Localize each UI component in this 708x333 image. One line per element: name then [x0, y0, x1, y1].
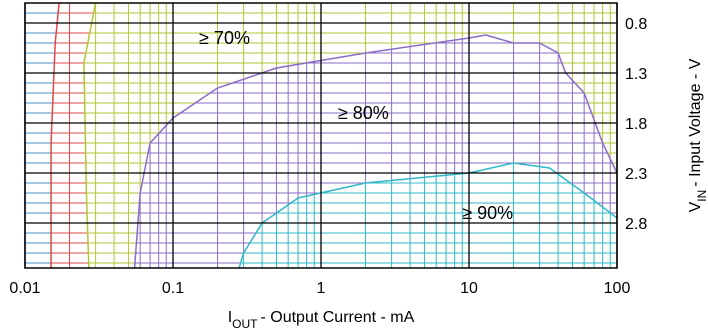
- label-rest: - Output Current - mA: [260, 309, 414, 326]
- x-tick-label: 10: [460, 280, 478, 297]
- region: [239, 163, 617, 268]
- x-tick-label: 1: [317, 280, 326, 297]
- contour-line: [83, 2, 97, 269]
- y-tick-label: 1.3: [625, 66, 647, 83]
- y-tick-label: 2.8: [625, 216, 647, 233]
- x-tick-label: 0.1: [162, 280, 184, 297]
- y-tick-label: 2.3: [625, 166, 647, 183]
- label-main: I: [228, 309, 232, 326]
- annotation: ≥ 80%: [338, 103, 389, 123]
- x-axis-label: IOUT - Output Current - mA: [228, 309, 415, 331]
- x-tick-label: 100: [604, 280, 631, 297]
- y-axis-label: VIN - Input Voltage - V: [687, 58, 708, 212]
- plot-border: [24, 2, 618, 269]
- label-main: V: [687, 201, 704, 212]
- y-tick-label: 0.8: [625, 16, 647, 33]
- label-rest: - Input Voltage - V: [687, 58, 704, 186]
- annotation: ≥ 70%: [199, 28, 250, 48]
- annotation: ≥ 90%: [462, 203, 513, 223]
- x-tick-label: 0.01: [9, 280, 40, 297]
- y-tick-label: 1.8: [625, 116, 647, 133]
- label-sub: OUT: [232, 317, 258, 331]
- contour-line: [238, 162, 618, 269]
- contour-line: [133, 34, 618, 269]
- label-sub: IN: [695, 190, 708, 202]
